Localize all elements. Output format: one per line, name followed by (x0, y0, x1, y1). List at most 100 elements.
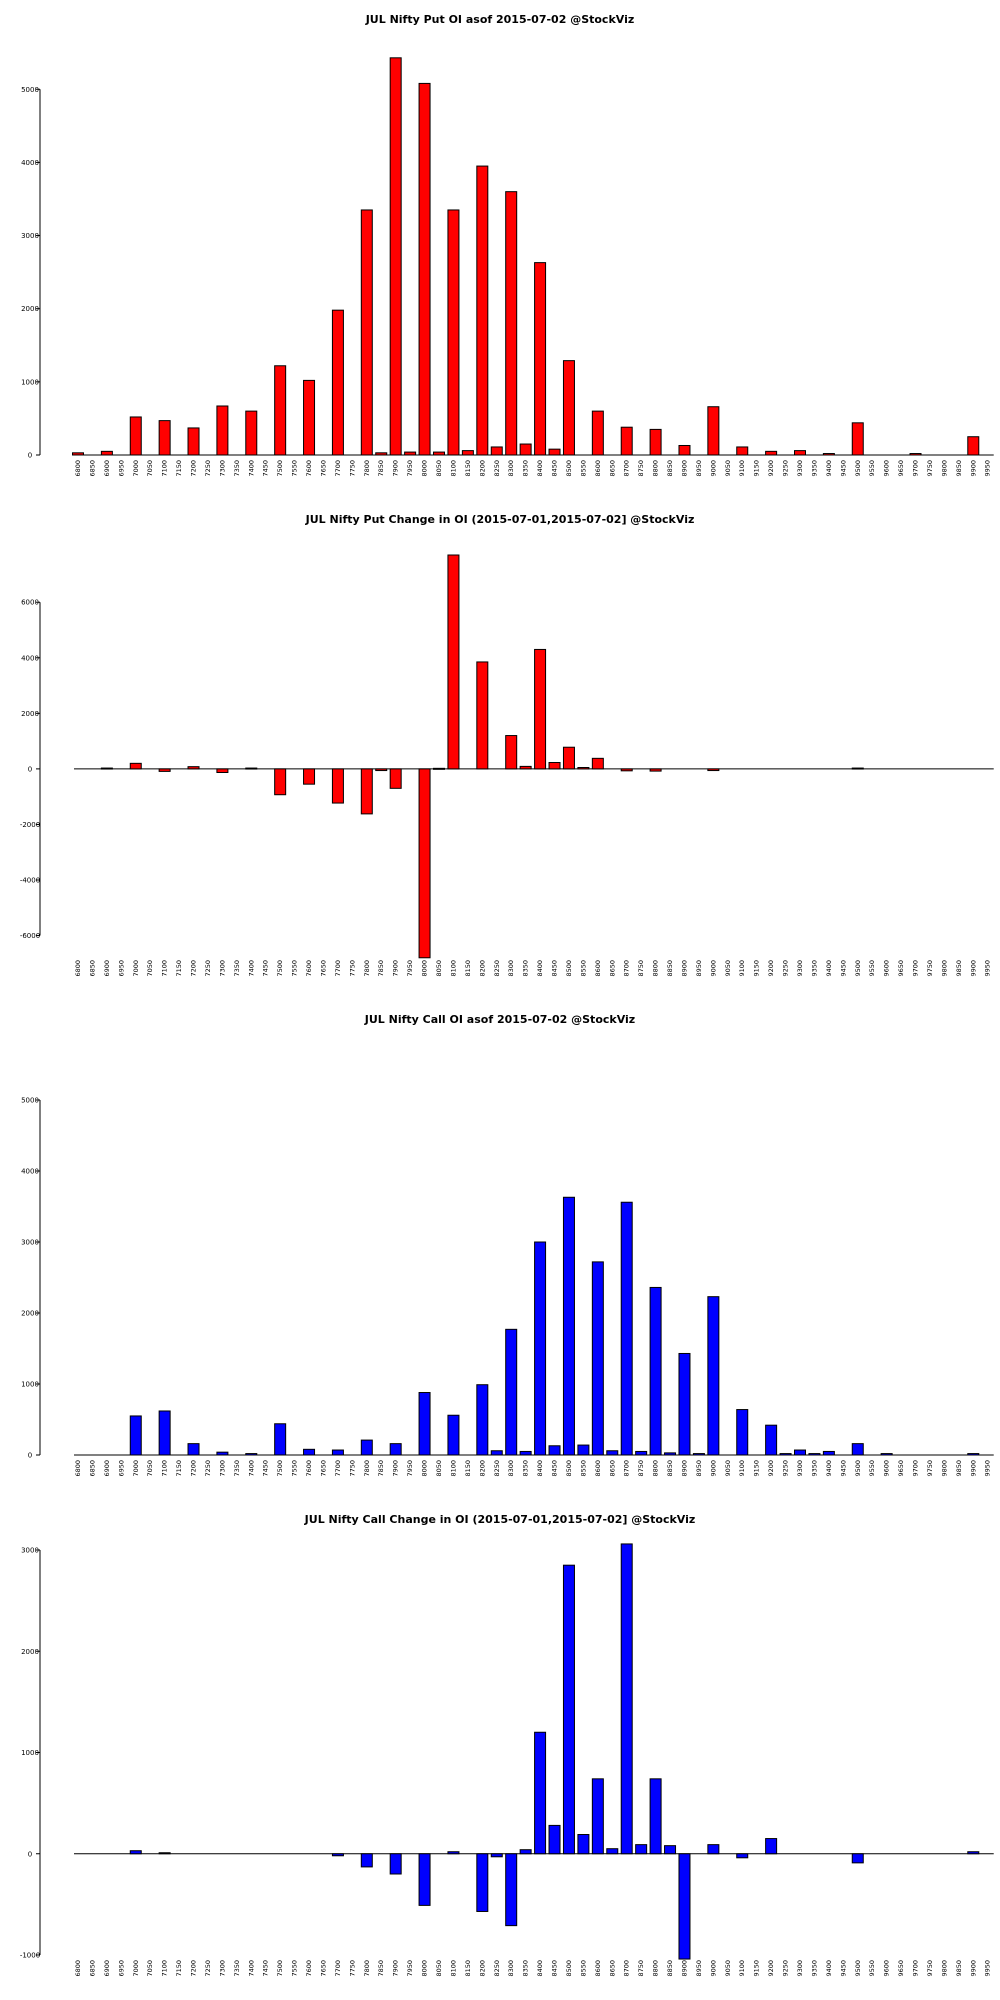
x-tick-label: 8450 (551, 1960, 559, 1977)
x-tick-label: 7000 (132, 1960, 140, 1977)
bar-7800 (360, 768, 373, 815)
x-tick-label: 7700 (334, 1460, 342, 1477)
bar-8350 (519, 1450, 532, 1456)
chart-title: JUL Nifty Call OI asof 2015-07-02 @Stock… (364, 1013, 635, 1026)
x-tick-label: 7800 (363, 1960, 371, 1977)
bar-8600 (591, 1261, 604, 1456)
x-tick-label: 7500 (276, 1460, 284, 1477)
x-tick-label: 8750 (637, 1460, 645, 1477)
y-tick-label: 4000 (21, 159, 39, 167)
x-tick-label: 9850 (955, 460, 963, 477)
x-tick-label: 9950 (984, 460, 992, 477)
bar-8200 (476, 1384, 489, 1456)
x-tick-label: 7350 (233, 960, 241, 977)
y-tick-label: -4000 (20, 877, 40, 885)
x-tick-label: 7450 (262, 1460, 270, 1477)
x-tick-label: 7950 (406, 1460, 414, 1477)
x-tick-label: 7450 (262, 460, 270, 477)
bar-8900 (678, 1352, 691, 1456)
y-tick-label: 2000 (21, 305, 39, 313)
bar-7700 (331, 1853, 344, 1857)
bar-8450 (548, 448, 561, 456)
x-tick-label: 8350 (522, 460, 530, 477)
x-tick-label: 8250 (493, 1460, 501, 1477)
bar-7100 (158, 1410, 171, 1456)
x-tick-label: 8400 (536, 460, 544, 477)
bar-8200 (476, 165, 489, 456)
x-tick-label: 8050 (435, 960, 443, 977)
y-tick-label: 2000 (21, 1648, 39, 1656)
x-tick-label: 8450 (551, 460, 559, 477)
x-tick-label: 7050 (146, 960, 154, 977)
x-tick-label: 7450 (262, 960, 270, 977)
bar-8850 (664, 1452, 677, 1456)
chart-title: JUL Nifty Put Change in OI (2015-07-01,2… (305, 513, 695, 526)
x-tick-label: 8100 (449, 1960, 457, 1977)
x-tick-label: 6950 (117, 1460, 125, 1477)
x-tick-label: 8650 (608, 1460, 616, 1477)
bar-8500 (562, 1196, 575, 1456)
x-tick-label: 7700 (334, 460, 342, 477)
bar-8100 (447, 209, 460, 456)
x-tick-label: 8100 (449, 1460, 457, 1477)
x-tick-label: 7000 (132, 960, 140, 977)
x-tick-label: 9400 (825, 1960, 833, 1977)
x-tick-label: 8150 (464, 1460, 472, 1477)
bar-7800 (360, 1439, 373, 1456)
bar-8350 (519, 1849, 532, 1855)
x-tick-label: 8150 (464, 960, 472, 977)
y-tick-label: 3000 (21, 1239, 39, 1247)
x-tick-label: 9200 (767, 460, 775, 477)
x-tick-label: 7700 (334, 960, 342, 977)
x-tick-label: 8050 (435, 1960, 443, 1977)
x-tick-label: 6850 (88, 1960, 96, 1977)
x-tick-label: 9100 (738, 1960, 746, 1977)
bar-7300 (216, 768, 229, 773)
x-tick-label: 6950 (117, 460, 125, 477)
bar-8700 (620, 426, 633, 456)
bar-7300 (216, 1451, 229, 1456)
x-tick-label: 7900 (392, 1460, 400, 1477)
x-tick-label: 9900 (969, 960, 977, 977)
x-tick-label: 9550 (868, 1960, 876, 1977)
x-tick-label: 6900 (103, 460, 111, 477)
x-tick-label: 9400 (825, 960, 833, 977)
x-tick-label: 9150 (753, 1460, 761, 1477)
bar-7600 (303, 768, 316, 785)
bar-9300 (794, 1449, 806, 1456)
bar-8900 (678, 1853, 691, 1960)
x-tick-label: 7400 (247, 460, 255, 477)
x-tick-label: 9700 (912, 1960, 920, 1977)
x-tick-label: 9850 (955, 1460, 963, 1477)
x-tick-label: 9650 (897, 1460, 905, 1477)
y-tick-label: 0 (28, 452, 32, 460)
bar-9500 (851, 1443, 864, 1456)
x-tick-label: 8350 (522, 960, 530, 977)
x-tick-label: 9050 (724, 460, 732, 477)
x-tick-label: 8500 (565, 1960, 573, 1977)
x-tick-label: 7400 (247, 960, 255, 977)
x-tick-label: 7350 (233, 1460, 241, 1477)
bar-8100 (447, 554, 460, 770)
x-tick-label: 8700 (623, 960, 631, 977)
x-tick-label: 7250 (204, 960, 212, 977)
x-tick-label: 7600 (305, 460, 313, 477)
bar-8750 (635, 1844, 648, 1855)
x-tick-label: 9750 (926, 1960, 934, 1977)
bar-8000 (418, 1392, 431, 1456)
x-tick-label: 8950 (695, 1960, 703, 1977)
bar-9350 (808, 1453, 821, 1456)
x-tick-label: 7850 (377, 960, 385, 977)
bar-8600 (591, 757, 604, 770)
x-tick-label: 8700 (623, 1960, 631, 1977)
x-tick-label: 8450 (551, 960, 559, 977)
y-tick-label: 3000 (21, 232, 39, 240)
bar-8300 (505, 1328, 518, 1456)
x-tick-label: 9650 (897, 960, 905, 977)
bar-9700 (909, 453, 922, 456)
x-tick-label: 8200 (478, 460, 486, 477)
bar-7800 (360, 1853, 373, 1868)
bar-8250 (490, 1853, 503, 1858)
bar-7100 (158, 768, 171, 772)
y-tick-label: 4000 (21, 1168, 39, 1176)
